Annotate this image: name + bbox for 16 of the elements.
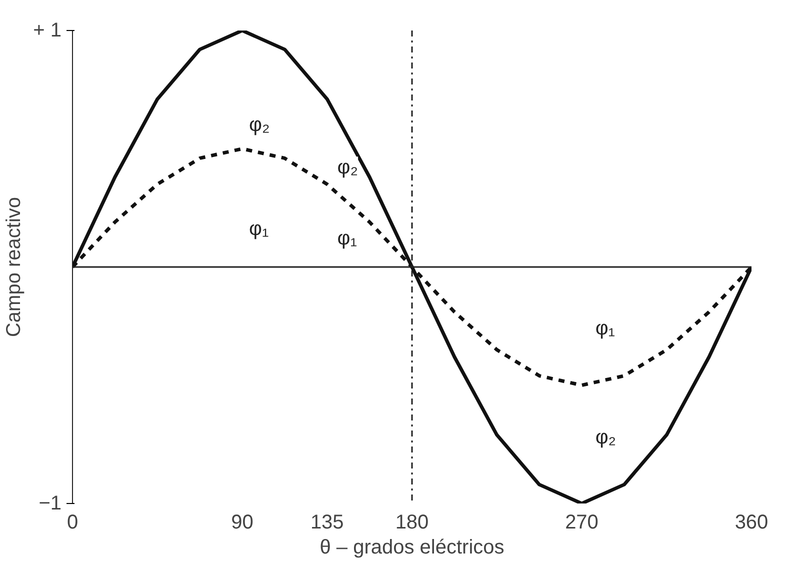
x-tick-label: 135 — [310, 512, 344, 534]
x-tick-label: 270 — [565, 512, 598, 534]
x-axis-title: θ – grados eléctricos — [320, 536, 504, 558]
y-tick-label: + 1 — [33, 20, 62, 42]
x-tick-label: 90 — [231, 512, 254, 534]
x-tick-label: 180 — [395, 512, 429, 534]
y-tick-label: −1 — [38, 492, 62, 514]
annotation: φ₁ — [337, 228, 358, 250]
annotation: φ₂ — [595, 426, 616, 448]
x-tick-label: 360 — [734, 512, 768, 534]
annotation: φ₁ — [249, 218, 270, 240]
annotation: φ₂ — [337, 156, 358, 179]
y-axis-title: Campo reactivo — [3, 196, 26, 338]
x-tick-label: 0 — [66, 512, 78, 534]
annotation: φ₁ — [595, 317, 616, 340]
annotation: φ₂ — [249, 114, 270, 136]
